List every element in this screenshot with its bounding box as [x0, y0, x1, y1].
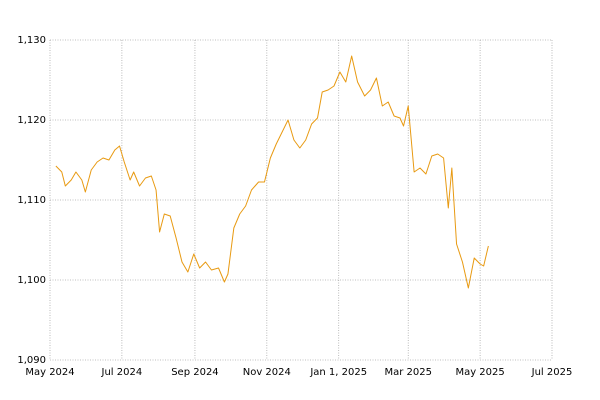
- x-tick-label: Nov 2024: [243, 367, 291, 378]
- y-tick-label: 1,100: [17, 275, 46, 286]
- x-tick-label: May 2025: [455, 367, 504, 378]
- price-line: [55, 55, 489, 289]
- x-tick-label: Mar 2025: [384, 367, 432, 378]
- x-tick-label: Jul 2024: [101, 367, 143, 378]
- y-tick-label: 1,110: [17, 195, 46, 206]
- y-tick-label: 1,120: [17, 115, 46, 126]
- y-tick-label: 1,090: [17, 355, 46, 366]
- x-tick-label: Jul 2025: [531, 367, 573, 378]
- x-tick-label: Sep 2024: [171, 367, 218, 378]
- x-tick-label: Jan 1, 2025: [309, 367, 367, 378]
- y-tick-label: 1,130: [17, 35, 46, 46]
- x-tick-label: May 2024: [25, 367, 74, 378]
